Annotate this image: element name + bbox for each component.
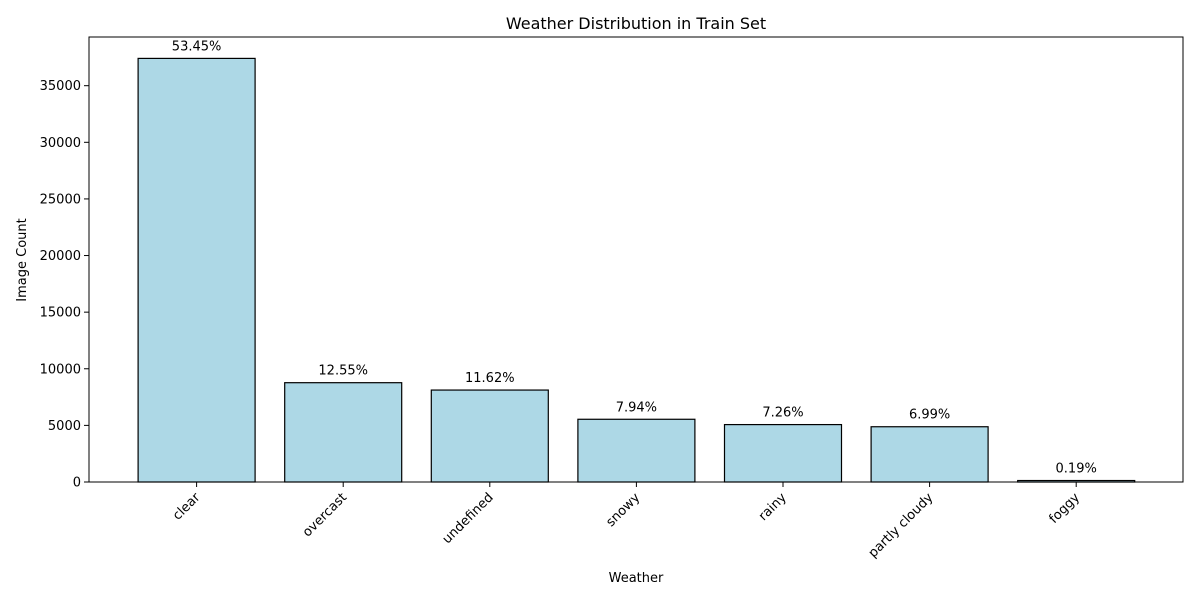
data-label-partly-cloudy: 6.99% bbox=[909, 408, 950, 423]
y-tick-label: 5000 bbox=[48, 419, 81, 434]
bars-group bbox=[137, 57, 1136, 483]
plot-frame bbox=[88, 36, 1184, 483]
x-tick-label-overcast: overcast bbox=[300, 490, 350, 540]
data-label-undefined: 11.62% bbox=[465, 371, 515, 386]
x-axis-label: Weather bbox=[609, 571, 664, 586]
y-tick-label: 10000 bbox=[40, 362, 81, 377]
bar-overcast bbox=[284, 382, 403, 483]
x-tick-label-undefined: undefined bbox=[440, 490, 497, 547]
data-label-overcast: 12.55% bbox=[318, 364, 368, 379]
x-tick-label-snowy: snowy bbox=[603, 490, 643, 530]
data-label-rainy: 7.26% bbox=[762, 406, 803, 421]
y-tick-label: 0 bbox=[73, 476, 81, 491]
y-tick-label: 30000 bbox=[40, 136, 81, 151]
y-tick-label: 25000 bbox=[40, 192, 81, 207]
chart-title: Weather Distribution in Train Set bbox=[506, 14, 766, 33]
y-axis-label: Image Count bbox=[15, 218, 30, 301]
data-labels-group: 53.45% 12.55% 11.62% 7.94% 7.26% 6.99% 0.19% bbox=[172, 39, 1097, 476]
bar-rainy bbox=[723, 423, 843, 483]
bar-undefined bbox=[430, 389, 549, 483]
y-axis-ticks: 0 5000 10000 15000 20000 25000 30000 35000 bbox=[40, 79, 89, 491]
axes-frame bbox=[88, 36, 1184, 483]
y-tick-label: 35000 bbox=[40, 79, 81, 94]
bar-partly-cloudy bbox=[870, 426, 989, 483]
bar-snowy bbox=[577, 418, 696, 483]
data-label-clear: 53.45% bbox=[172, 39, 222, 54]
data-label-foggy: 0.19% bbox=[1056, 462, 1097, 477]
y-tick-label: 20000 bbox=[40, 249, 81, 264]
x-tick-label-partly-cloudy: partly cloudy bbox=[866, 490, 937, 561]
x-tick-label-clear: clear bbox=[170, 490, 204, 524]
x-tick-label-rainy: rainy bbox=[756, 490, 790, 524]
x-tick-label-foggy: foggy bbox=[1046, 490, 1083, 527]
bar-clear bbox=[137, 57, 256, 483]
y-tick-label: 15000 bbox=[40, 306, 81, 321]
data-label-snowy: 7.94% bbox=[616, 400, 657, 415]
x-axis-ticks: clear overcast undefined snowy rainy partly c… bbox=[170, 482, 1083, 561]
